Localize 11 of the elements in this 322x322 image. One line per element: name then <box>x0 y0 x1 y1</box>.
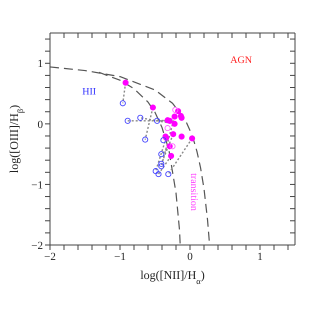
y-tick-label: 1 <box>38 58 43 70</box>
annotation: HII <box>82 86 96 98</box>
annotation: transition <box>188 173 200 211</box>
annotation: AGN <box>230 54 252 66</box>
x-tick-label: 0 <box>187 250 194 263</box>
x-tick-label: −1 <box>114 250 126 263</box>
x-axis-title: log([NII]/H$_{α}$) <box>140 268 205 286</box>
y-tick-label: −1 <box>31 179 43 192</box>
x-tick-label: 1 <box>257 250 263 263</box>
y-tick-label: 0 <box>38 118 44 131</box>
y-tick-label: −2 <box>31 240 43 252</box>
